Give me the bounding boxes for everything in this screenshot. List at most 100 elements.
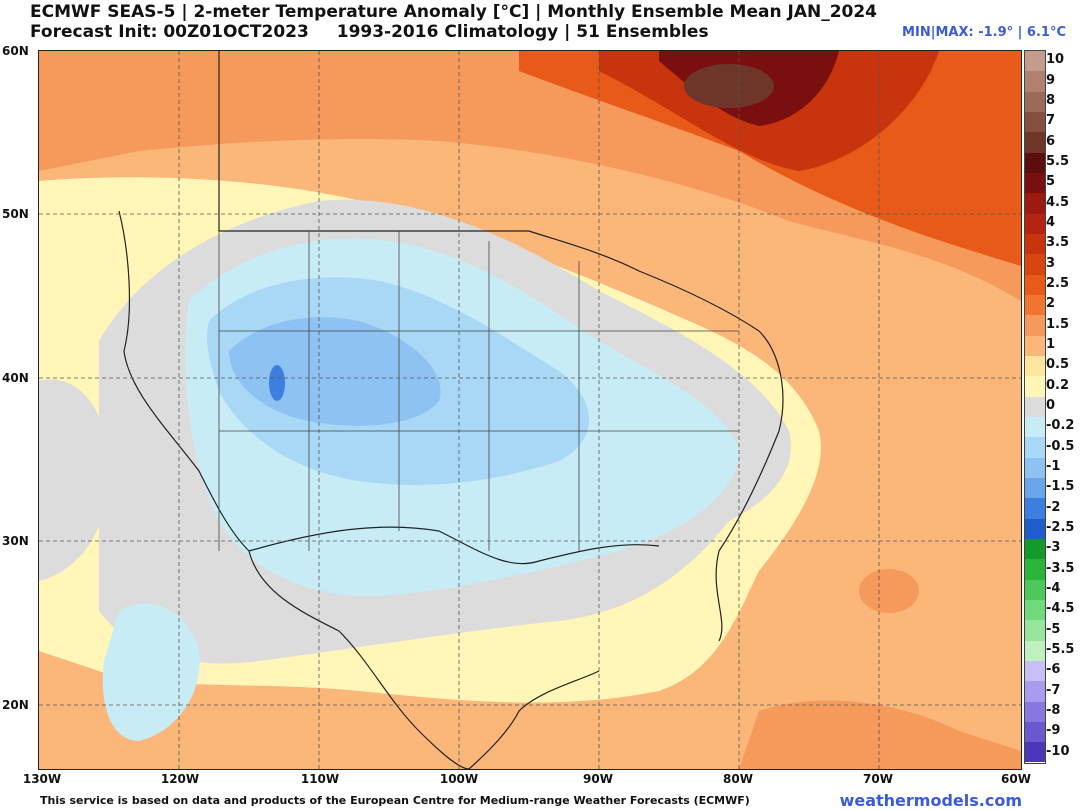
- legend-swatch: [1025, 111, 1045, 133]
- map-title: ECMWF SEAS-5 | 2-meter Temperature Anoma…: [30, 2, 878, 22]
- atlantic-warm-patch: [859, 569, 919, 613]
- legend-swatch: [1025, 152, 1045, 173]
- legend-swatch: [1025, 599, 1045, 621]
- legend-swatch: [1025, 538, 1045, 560]
- climatology-info: 1993-2016 Climatology | 51 Ensembles: [336, 22, 709, 42]
- legend-label: 3.5: [1046, 235, 1070, 251]
- legend-label: -0.2: [1046, 418, 1075, 434]
- legend-label: 3: [1046, 255, 1056, 271]
- legend-label: 4.5: [1046, 194, 1070, 210]
- color-scale-bar: [1024, 50, 1046, 764]
- lon-label-60w: 60W: [1001, 772, 1031, 786]
- legend-swatch: [1025, 518, 1045, 539]
- legend-label: 2: [1046, 296, 1056, 312]
- legend-swatch: [1025, 132, 1045, 153]
- legend-label: -8: [1046, 703, 1061, 719]
- legend-swatch: [1025, 681, 1045, 702]
- legend-label: -9: [1046, 723, 1061, 739]
- legend-label: 6: [1046, 133, 1056, 149]
- legend-swatch: [1025, 274, 1045, 295]
- legend-label: -1: [1046, 459, 1061, 475]
- legend-swatch: [1025, 498, 1045, 519]
- lat-label-30n: 30N: [2, 534, 29, 548]
- legend-swatch: [1025, 376, 1045, 397]
- legend-swatch: [1025, 71, 1045, 92]
- legend-label: 2.5: [1046, 275, 1070, 291]
- forecast-init: Forecast Init: 00Z01OCT2023: [30, 22, 309, 42]
- legend-label: -1.5: [1046, 479, 1075, 495]
- legend-swatch: [1025, 294, 1045, 316]
- legend-label: 8: [1046, 92, 1056, 108]
- legend-label: -4.5: [1046, 601, 1075, 617]
- legend-label: -0.5: [1046, 438, 1075, 454]
- graticule: [39, 51, 1021, 769]
- legend-label: -5.5: [1046, 642, 1075, 658]
- legend-label: -3.5: [1046, 560, 1075, 576]
- legend-label: -2: [1046, 499, 1061, 515]
- legend-label: -3: [1046, 540, 1061, 556]
- legend-swatch: [1025, 233, 1045, 255]
- legend-swatch: [1025, 193, 1045, 214]
- lat-label-50n: 50N: [2, 207, 29, 221]
- legend-swatch: [1025, 742, 1045, 763]
- legend-swatch: [1025, 416, 1045, 438]
- legend-swatch: [1025, 315, 1045, 336]
- legend-swatch: [1025, 396, 1045, 417]
- min-max-readout: MIN|MAX: -1.9° | 6.1°C: [902, 25, 1066, 40]
- lon-label-80w: 80W: [723, 772, 753, 786]
- cold-anomaly-min: [269, 365, 285, 401]
- legend-swatch: [1025, 721, 1045, 743]
- lon-label-90w: 90W: [583, 772, 613, 786]
- legend-label: -2.5: [1046, 520, 1075, 536]
- legend-label: -4: [1046, 581, 1061, 597]
- legend-label: 7: [1046, 113, 1056, 129]
- legend-label: 10: [1046, 52, 1065, 68]
- legend-label: 0: [1046, 398, 1056, 413]
- pacific-gray: [39, 379, 109, 581]
- brand-link[interactable]: weathermodels.com: [839, 791, 1022, 810]
- map-canvas: [39, 51, 1021, 769]
- legend-swatch: [1025, 437, 1045, 458]
- lon-label-100w: 100W: [439, 772, 479, 786]
- lon-label-130w: 130W: [22, 772, 62, 786]
- state-borders: [218, 231, 739, 551]
- cold-anomaly-strong: [229, 317, 441, 426]
- legend-swatch: [1025, 254, 1045, 275]
- caribbean-warm: [739, 700, 1021, 769]
- lon-label-110w: 110W: [300, 772, 340, 786]
- legend-label: -10: [1046, 743, 1070, 759]
- legend-swatch: [1025, 91, 1045, 112]
- legend-label: 1: [1046, 336, 1056, 352]
- anomaly-map: [38, 50, 1022, 770]
- lon-label-120w: 120W: [160, 772, 200, 786]
- legend-swatch: [1025, 335, 1045, 356]
- legend-label: 0.2: [1046, 377, 1070, 393]
- legend-swatch: [1025, 477, 1045, 499]
- legend-swatch: [1025, 559, 1045, 580]
- legend-label: 1.5: [1046, 316, 1070, 332]
- coastlines: [118, 51, 784, 769]
- legend-swatch: [1025, 660, 1045, 682]
- legend-swatch: [1025, 51, 1045, 72]
- legend-swatch: [1025, 172, 1045, 194]
- legend-label: -5: [1046, 621, 1061, 637]
- legend-swatch: [1025, 355, 1045, 377]
- lon-label-70w: 70W: [863, 772, 893, 786]
- legend-swatch: [1025, 640, 1045, 661]
- lat-label-20n: 20N: [2, 698, 29, 712]
- legend-swatch: [1025, 457, 1045, 478]
- legend-label: 0.5: [1046, 357, 1070, 373]
- lat-label-40n: 40N: [2, 371, 29, 385]
- legend-label: -6: [1046, 662, 1061, 678]
- legend-swatch: [1025, 213, 1045, 234]
- map-subtitle: Forecast Init: 00Z01OCT2023 1993-2016 Cl…: [30, 22, 731, 42]
- legend-swatch: [1025, 701, 1045, 722]
- ecmwf-credit: This service is based on data and produc…: [40, 794, 750, 807]
- warm-max-center: [684, 64, 774, 108]
- legend-label: 5: [1046, 174, 1056, 190]
- legend-label: 9: [1046, 72, 1056, 88]
- pacific-cold-patch: [102, 603, 200, 741]
- legend-label: 5.5: [1046, 153, 1070, 169]
- legend-swatch: [1025, 579, 1045, 600]
- legend-label: -7: [1046, 682, 1061, 698]
